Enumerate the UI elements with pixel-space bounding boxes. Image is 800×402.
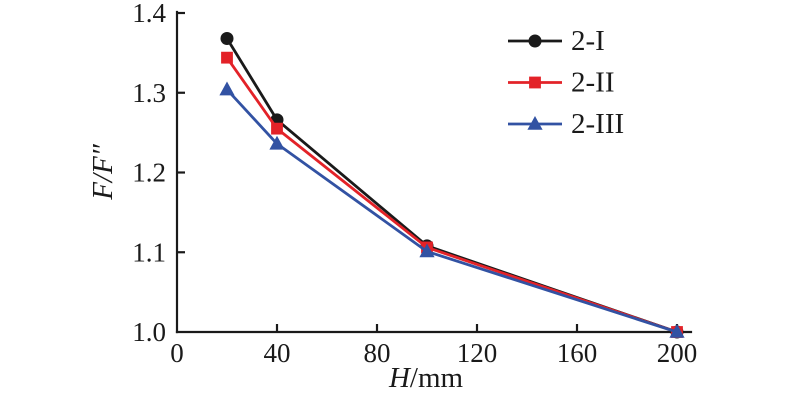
data-point-2-III	[269, 135, 285, 150]
x-axis-label: H/mm	[388, 362, 464, 394]
legend-marker-2-II	[529, 76, 541, 89]
y-tick-label: 1.2	[132, 158, 166, 188]
data-point-2-II	[271, 122, 283, 135]
data-point-2-I	[220, 32, 234, 46]
legend-marker-2-III	[527, 116, 543, 130]
legend-marker-2-I	[528, 34, 542, 48]
data-point-2-III	[419, 243, 435, 258]
series-line-2-III	[225, 88, 678, 334]
x-tick-label: 200	[657, 338, 698, 368]
legend-label-2-III: 2-III	[571, 108, 624, 140]
y-tick-label: 1.3	[132, 78, 166, 108]
x-tick-label: 120	[457, 338, 498, 368]
legend-label-2-II: 2-II	[571, 67, 614, 99]
x-tick-label: 40	[264, 338, 291, 368]
x-tick-label: 80	[364, 338, 391, 368]
data-point-2-III	[219, 81, 235, 96]
x-tick-label: 0	[170, 338, 184, 368]
y-tick-label: 1.4	[132, 0, 166, 28]
x-tick-label: 160	[557, 338, 598, 368]
series-line-2-II	[225, 56, 678, 334]
y-tick-label: 1.1	[132, 237, 166, 267]
y-tick-label: 1.0	[132, 317, 166, 347]
legend-label-2-I: 2-I	[571, 25, 605, 57]
data-point-2-III	[669, 324, 685, 338]
data-point-2-II	[221, 51, 233, 64]
y-axis-label: F/F″	[87, 143, 119, 200]
